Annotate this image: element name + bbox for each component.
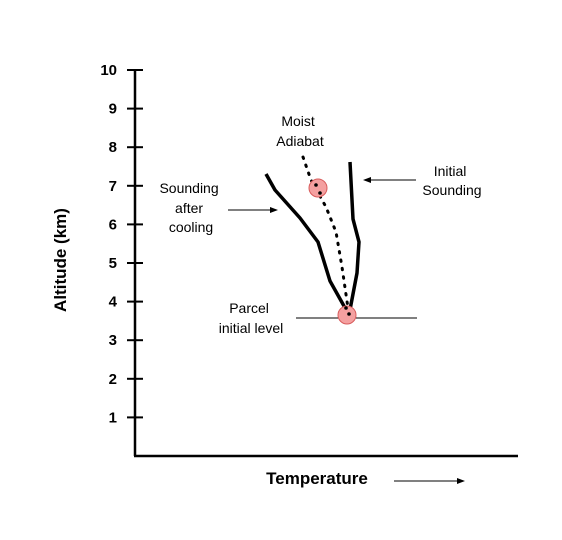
sounding-after-cooling-label: Sounding after cooling (159, 180, 222, 235)
y-tick-label: 7 (109, 178, 117, 195)
moist-adiabat-label: Moist Adiabat (276, 113, 324, 149)
sounding-after-cooling-curve (264, 173, 351, 316)
y-tick-label: 4 (109, 294, 118, 311)
parcel-level-label-line1: Parcel (229, 300, 269, 316)
moist-adiabat-label-line1: Moist (281, 113, 315, 129)
sounding-after-label-line2: after (175, 200, 203, 216)
y-tick-label: 8 (109, 139, 117, 156)
initial-sounding-curve (347, 161, 361, 316)
parcel-level-label-line2: initial level (219, 320, 284, 336)
y-tick-label: 2 (109, 371, 117, 388)
parcel-initial-circle (337, 305, 357, 325)
y-tick-label: 3 (109, 332, 117, 349)
y-tick-label: 6 (109, 216, 117, 233)
initial-sounding-label-line1: Initial (434, 163, 467, 179)
y-axis-label: Altitude (km) (51, 208, 70, 312)
moist-adiabat-curve (301, 155, 351, 317)
parcel-lifted-circle (308, 178, 328, 198)
moist-adiabat-dot (318, 191, 322, 195)
moist-adiabat-dot (347, 312, 351, 316)
initial-sounding-label: Initial Sounding (422, 163, 481, 198)
sounding-after-label-line3: cooling (169, 219, 213, 235)
initial-sounding-label-line2: Sounding (422, 182, 481, 198)
x-axis-label: Temperature (266, 469, 368, 488)
initial-sounding-arrow (363, 177, 416, 183)
y-tick-label: 5 (109, 255, 117, 272)
moist-adiabat-dot (314, 183, 318, 187)
sounding-after-label-line1: Sounding (159, 180, 218, 196)
y-tick-label: 9 (109, 101, 117, 118)
y-tick-label: 10 (100, 62, 117, 79)
moist-adiabat-dot (344, 306, 348, 310)
moist-adiabat-label-line2: Adiabat (276, 133, 324, 149)
y-ticks: 1 2 3 4 5 6 7 8 9 10 (100, 62, 143, 426)
x-axis-arrow (394, 478, 465, 484)
parcel-level-label: Parcel initial level (219, 300, 284, 336)
sounding-after-arrow (228, 207, 278, 213)
y-tick-label: 1 (109, 409, 117, 426)
